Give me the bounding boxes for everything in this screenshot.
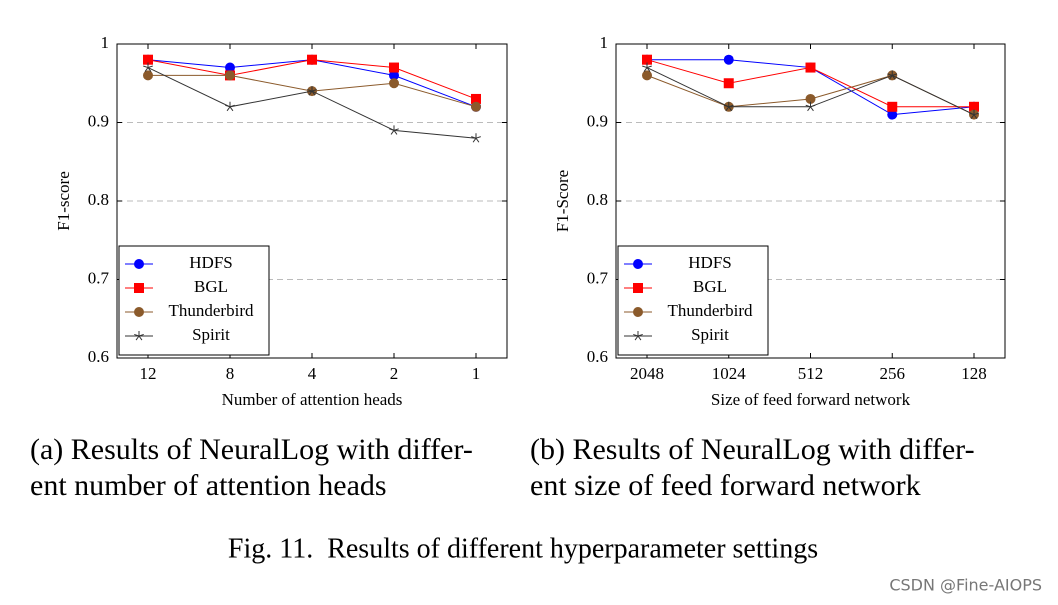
marker <box>389 70 399 81</box>
plot-frame <box>615 43 1006 359</box>
marker <box>805 62 816 73</box>
marker <box>642 54 652 65</box>
y-tick-label: 0.7 <box>587 268 609 287</box>
marker <box>389 62 399 73</box>
y-tick-label: 1 <box>600 33 609 52</box>
x-tick-label: 256 <box>880 364 906 383</box>
y-axis-title: F1-score <box>54 171 73 230</box>
series-line <box>147 59 477 108</box>
x-tick-label: 12 <box>140 364 157 383</box>
marker <box>134 307 144 317</box>
marker <box>143 54 153 65</box>
marker <box>143 62 153 72</box>
plot-frame <box>116 43 508 359</box>
x-tick-label: 512 <box>798 364 824 383</box>
marker <box>633 259 643 269</box>
marker <box>471 101 481 112</box>
legend: HDFS BGL Thunderbird Spirit <box>118 245 270 356</box>
legend-label: Thunderbird <box>668 301 753 320</box>
x-tick-label: 128 <box>961 364 987 383</box>
marker <box>969 101 979 112</box>
y-tick-label: 0.9 <box>587 111 608 130</box>
marker <box>633 283 643 293</box>
marker <box>471 133 481 143</box>
y-tick-label: 0.8 <box>587 190 608 209</box>
x-axis-title: Number of attention heads <box>222 390 403 409</box>
marker <box>307 54 317 65</box>
marker <box>471 93 481 104</box>
marker <box>134 283 144 293</box>
marker <box>225 101 235 112</box>
marker <box>723 78 734 89</box>
marker <box>134 259 144 269</box>
subcaption: ent size of feed forward network <box>530 469 921 502</box>
y-tick-label: 0.6 <box>587 347 608 366</box>
legend-label: Thunderbird <box>169 301 254 320</box>
chart: 0.6 0.7 0.8 0.9 1 2048 1024 512 256 128 Size of fe… <box>553 33 1006 409</box>
marker <box>389 78 399 89</box>
chart: 0.6 0.7 0.8 0.9 1 12 8 4 2 1 Number of attention h… <box>54 33 508 409</box>
marker <box>805 101 816 112</box>
y-tick-label: 0.9 <box>88 111 109 130</box>
x-tick-label: 2048 <box>630 364 664 383</box>
marker <box>642 70 652 81</box>
marker <box>225 70 235 81</box>
marker <box>887 109 898 120</box>
marker <box>307 86 317 96</box>
x-tick-label: 2 <box>390 364 399 383</box>
y-tick-label: 1 <box>101 33 110 52</box>
legend: HDFS BGL Thunderbird Spirit <box>617 245 769 356</box>
subcaption: (a) Results of NeuralLog with differ- <box>30 433 473 466</box>
marker <box>969 109 979 119</box>
series-line <box>147 67 477 139</box>
legend-label: HDFS <box>688 253 731 272</box>
marker <box>887 70 898 80</box>
marker <box>805 93 816 104</box>
legend-label: Spirit <box>691 325 729 344</box>
legend-label: BGL <box>693 277 727 296</box>
legend-label: Spirit <box>192 325 230 344</box>
marker <box>134 331 144 341</box>
legend-label: HDFS <box>189 253 232 272</box>
marker <box>143 70 153 81</box>
y-tick-label: 0.8 <box>88 190 109 209</box>
x-tick-label: 4 <box>308 364 317 383</box>
legend-label: BGL <box>194 277 228 296</box>
marker <box>225 62 235 73</box>
marker <box>633 307 643 317</box>
watermark: CSDN @Fine-AIOPS <box>889 576 1042 595</box>
y-axis-title: F1-Score <box>553 170 572 232</box>
subcaption: ent number of attention heads <box>30 469 387 502</box>
y-tick-label: 0.6 <box>88 347 109 366</box>
subcaption: (b) Results of NeuralLog with differ- <box>530 433 975 466</box>
x-tick-label: 1 <box>472 364 481 383</box>
x-tick-label: 1024 <box>712 364 747 383</box>
x-axis-title: Size of feed forward network <box>711 390 911 409</box>
marker <box>887 101 898 112</box>
y-tick-label: 0.7 <box>88 268 110 287</box>
figure-caption: Fig. 11. Results of different hyperparam… <box>228 533 818 564</box>
marker <box>723 54 734 65</box>
marker <box>633 331 643 341</box>
marker <box>389 125 399 135</box>
x-tick-label: 8 <box>226 364 235 383</box>
marker <box>723 101 734 112</box>
marker <box>642 62 652 72</box>
